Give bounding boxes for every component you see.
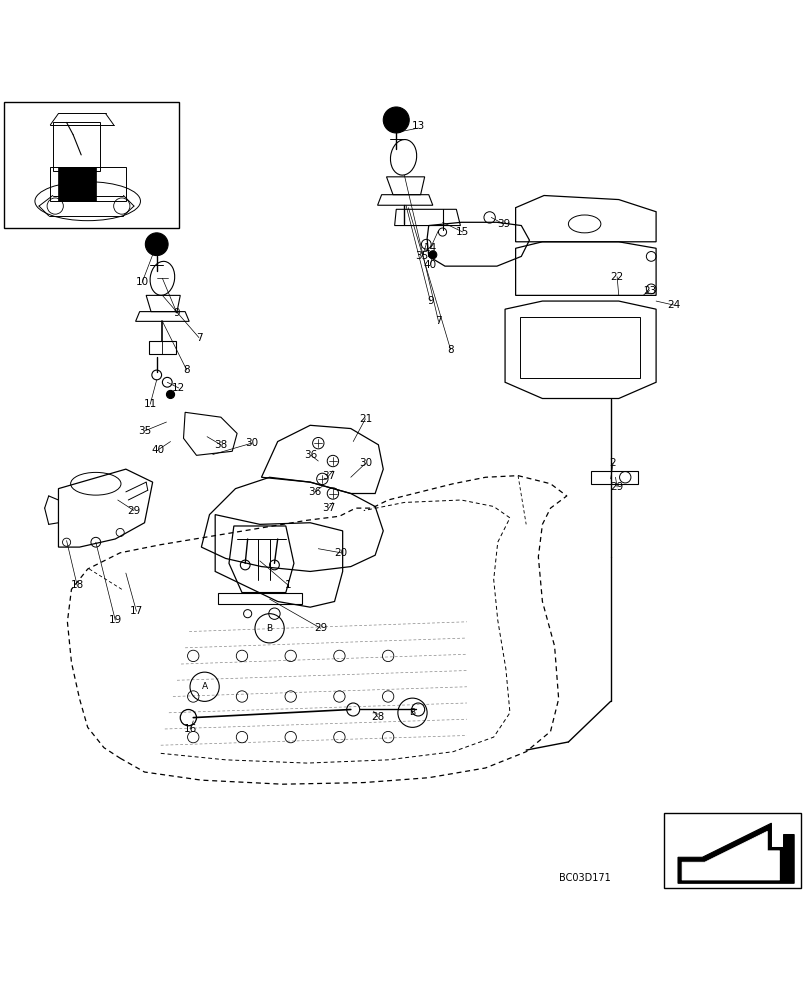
Text: 13: 13 (411, 121, 424, 131)
Text: 1: 1 (285, 580, 291, 590)
Text: 22: 22 (610, 272, 623, 282)
Text: B: B (409, 708, 415, 717)
Text: 20: 20 (334, 548, 347, 558)
Polygon shape (681, 831, 779, 880)
Text: BC03D171: BC03D171 (558, 873, 610, 883)
Text: 10: 10 (135, 277, 148, 287)
Polygon shape (677, 823, 793, 883)
Text: 37: 37 (322, 471, 335, 481)
Text: 36: 36 (308, 487, 321, 497)
Text: 24: 24 (667, 300, 680, 310)
Text: B: B (266, 624, 272, 633)
Text: 15: 15 (456, 227, 469, 237)
Text: 7: 7 (435, 316, 441, 326)
Bar (663, 813, 800, 888)
Text: 36: 36 (304, 450, 317, 460)
Bar (590, 471, 637, 484)
Text: 16: 16 (184, 724, 197, 734)
Text: 18: 18 (71, 580, 84, 590)
Text: 7: 7 (195, 333, 202, 343)
Text: 39: 39 (496, 219, 509, 229)
Circle shape (145, 233, 168, 256)
Circle shape (383, 107, 409, 133)
Text: 17: 17 (130, 606, 143, 616)
Polygon shape (58, 167, 96, 201)
Text: 23: 23 (642, 286, 655, 296)
Text: 29: 29 (314, 623, 327, 633)
Text: 9: 9 (427, 296, 433, 306)
Text: 9: 9 (174, 308, 180, 318)
Text: 30: 30 (245, 438, 258, 448)
Text: 30: 30 (358, 458, 371, 468)
Text: 2: 2 (609, 458, 616, 468)
Text: 8: 8 (447, 345, 453, 355)
Text: 29: 29 (610, 482, 623, 492)
Bar (53, 122, 100, 171)
Text: 12: 12 (172, 383, 185, 393)
Text: 40: 40 (423, 260, 436, 270)
Text: 8: 8 (183, 365, 190, 375)
Circle shape (166, 390, 174, 398)
Text: 38: 38 (214, 440, 227, 450)
Text: 28: 28 (371, 712, 384, 722)
Bar (4, 102, 178, 228)
Text: A: A (201, 682, 208, 691)
Text: 40: 40 (152, 445, 165, 455)
Text: 35: 35 (415, 251, 428, 261)
Text: 29: 29 (127, 506, 140, 516)
Bar (519, 317, 639, 378)
Text: 14: 14 (423, 243, 436, 253)
Circle shape (428, 251, 436, 259)
Text: 21: 21 (358, 414, 371, 424)
Text: 37: 37 (322, 503, 335, 513)
Text: 11: 11 (144, 399, 157, 409)
Text: 19: 19 (109, 615, 122, 625)
Text: 35: 35 (138, 426, 151, 436)
